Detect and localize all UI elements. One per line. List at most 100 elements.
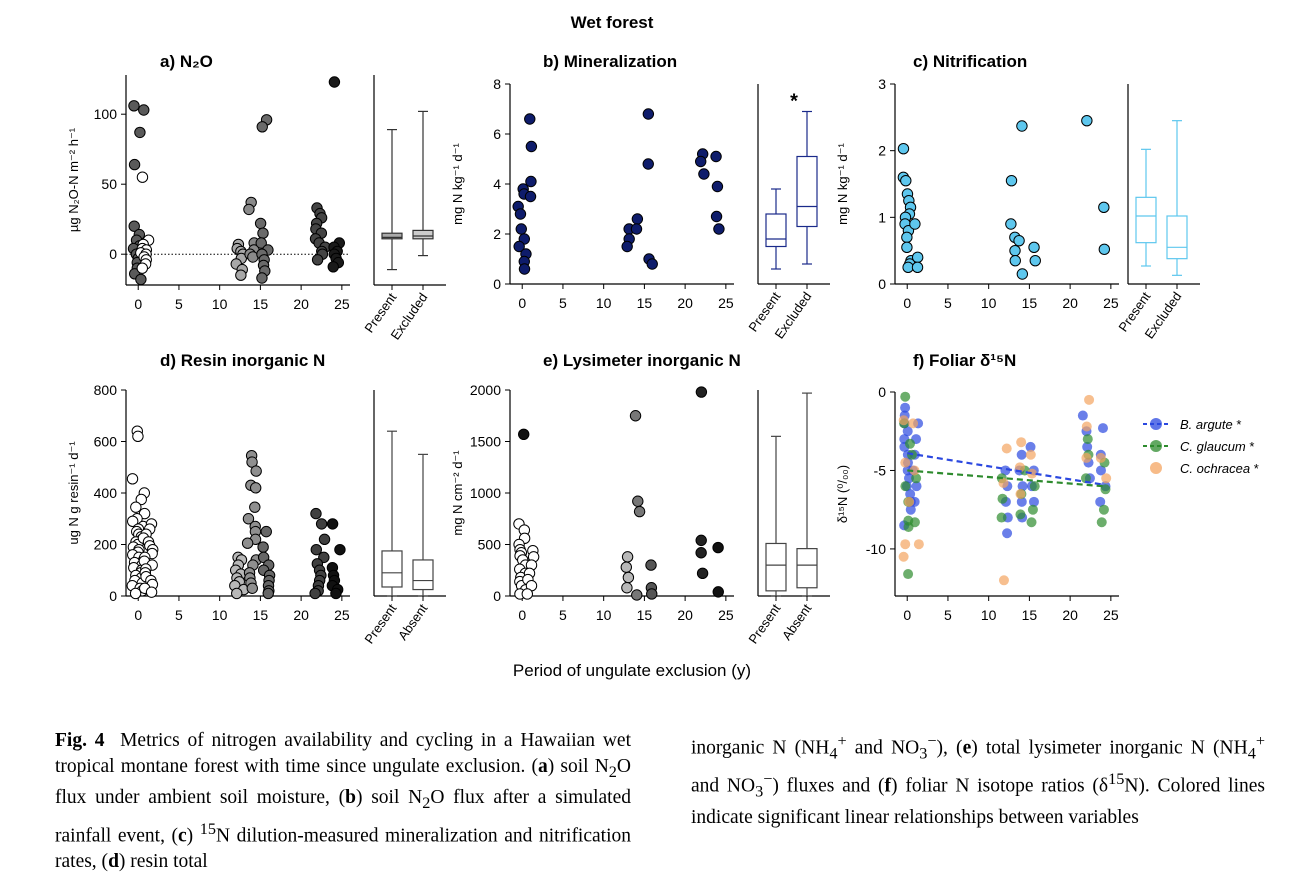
data-point (1101, 473, 1112, 484)
data-point (629, 410, 642, 422)
x-tick-label: 25 (334, 607, 350, 623)
data-point (524, 113, 536, 125)
data-point (513, 240, 525, 253)
x-tick-label: 25 (334, 296, 350, 312)
data-point (235, 269, 247, 281)
common-x-axis-label: Period of ungulate exclusion (y) (513, 661, 751, 680)
y-tick-label: 0 (109, 246, 117, 262)
data-point (1029, 481, 1040, 492)
data-point (525, 175, 537, 188)
data-point (315, 518, 328, 530)
regression-line (907, 452, 1103, 486)
box (1135, 196, 1157, 244)
x-tick-label: 0 (134, 607, 142, 623)
data-point (257, 227, 269, 239)
legend-label: B. argute * (1180, 417, 1241, 432)
data-point (1027, 468, 1038, 479)
data-point (138, 104, 150, 116)
panel-title: b) Mineralization (543, 52, 677, 71)
x-tick-label: 10 (981, 295, 997, 311)
y-tick-label: 2 (878, 143, 886, 159)
data-point (1098, 504, 1109, 515)
data-point (1026, 517, 1037, 528)
data-point (911, 251, 924, 264)
x-tick-label: 25 (1103, 295, 1119, 311)
data-point (1095, 496, 1106, 507)
data-point (310, 543, 322, 556)
data-point (646, 258, 658, 270)
data-point (1009, 244, 1021, 257)
data-point (1016, 120, 1028, 132)
y-axis-label: mg N kg⁻¹ d⁻¹ (835, 143, 850, 225)
data-point (621, 240, 633, 253)
data-point (1082, 434, 1093, 445)
data-point (900, 391, 911, 402)
box (1166, 215, 1188, 260)
data-point (911, 481, 922, 492)
panel-title: a) N₂O (160, 52, 213, 71)
data-point (642, 108, 655, 120)
data-point (913, 539, 924, 550)
data-point (645, 559, 657, 571)
data-point (250, 465, 262, 477)
data-point (518, 428, 530, 440)
x-tick-label: 0 (134, 296, 142, 312)
y-tick-label: 100 (94, 106, 118, 122)
data-point (710, 210, 723, 223)
data-point (900, 539, 911, 550)
data-point (1096, 517, 1107, 528)
data-point (135, 273, 147, 286)
data-point (900, 457, 911, 468)
y-tick-label: 2 (493, 226, 501, 242)
box (412, 229, 434, 240)
data-point (1016, 437, 1027, 448)
data-point (900, 402, 911, 413)
data-point (249, 501, 261, 513)
y-tick-label: 400 (94, 485, 118, 501)
data-point (900, 174, 912, 187)
significance-asterisk: * (790, 91, 798, 113)
data-point (898, 551, 909, 562)
y-tick-label: 3 (878, 76, 886, 92)
data-point (1029, 254, 1041, 267)
data-point (1025, 449, 1036, 460)
data-point (1097, 423, 1108, 434)
y-tick-label: 0 (493, 588, 501, 604)
x-tick-label: 20 (293, 296, 309, 312)
box (381, 232, 403, 240)
panel-f: f) Foliar δ¹⁵N δ¹⁵N (⁰/₀₀) 0 -5 -10 0 5 10 15 20 2… (835, 351, 1259, 623)
data-point (902, 261, 914, 274)
data-point (243, 203, 255, 216)
box (765, 213, 787, 248)
boxplot-category-label: Absent (395, 601, 431, 643)
data-point (1013, 234, 1025, 247)
y-tick-label: 0 (493, 276, 501, 292)
y-tick-label: 0 (878, 276, 886, 292)
data-point (311, 254, 324, 266)
data-point (521, 588, 533, 600)
data-point (525, 140, 538, 153)
panel-title: d) Resin inorganic N (160, 351, 325, 370)
data-point (1028, 496, 1039, 507)
data-point (135, 493, 147, 506)
data-point (646, 588, 658, 600)
x-tick-label: 5 (175, 607, 183, 623)
x-tick-label: 5 (944, 295, 952, 311)
data-point (126, 515, 139, 528)
data-point (1017, 481, 1028, 492)
x-tick-label: 25 (1103, 607, 1119, 623)
x-tick-label: 15 (253, 296, 269, 312)
panel-d: d) Resin inorganic N ug N g resin⁻¹ d⁻¹ 0 2… (66, 351, 446, 646)
x-tick-label: 20 (293, 607, 309, 623)
caption-right: inorganic N (NH4+ and NO3−), (e) total l… (691, 732, 1265, 828)
data-point (524, 190, 537, 203)
data-point (1016, 449, 1027, 460)
data-point (621, 551, 634, 563)
data-point (695, 386, 708, 398)
x-tick-label: 15 (637, 607, 653, 623)
data-point (1080, 473, 1091, 484)
